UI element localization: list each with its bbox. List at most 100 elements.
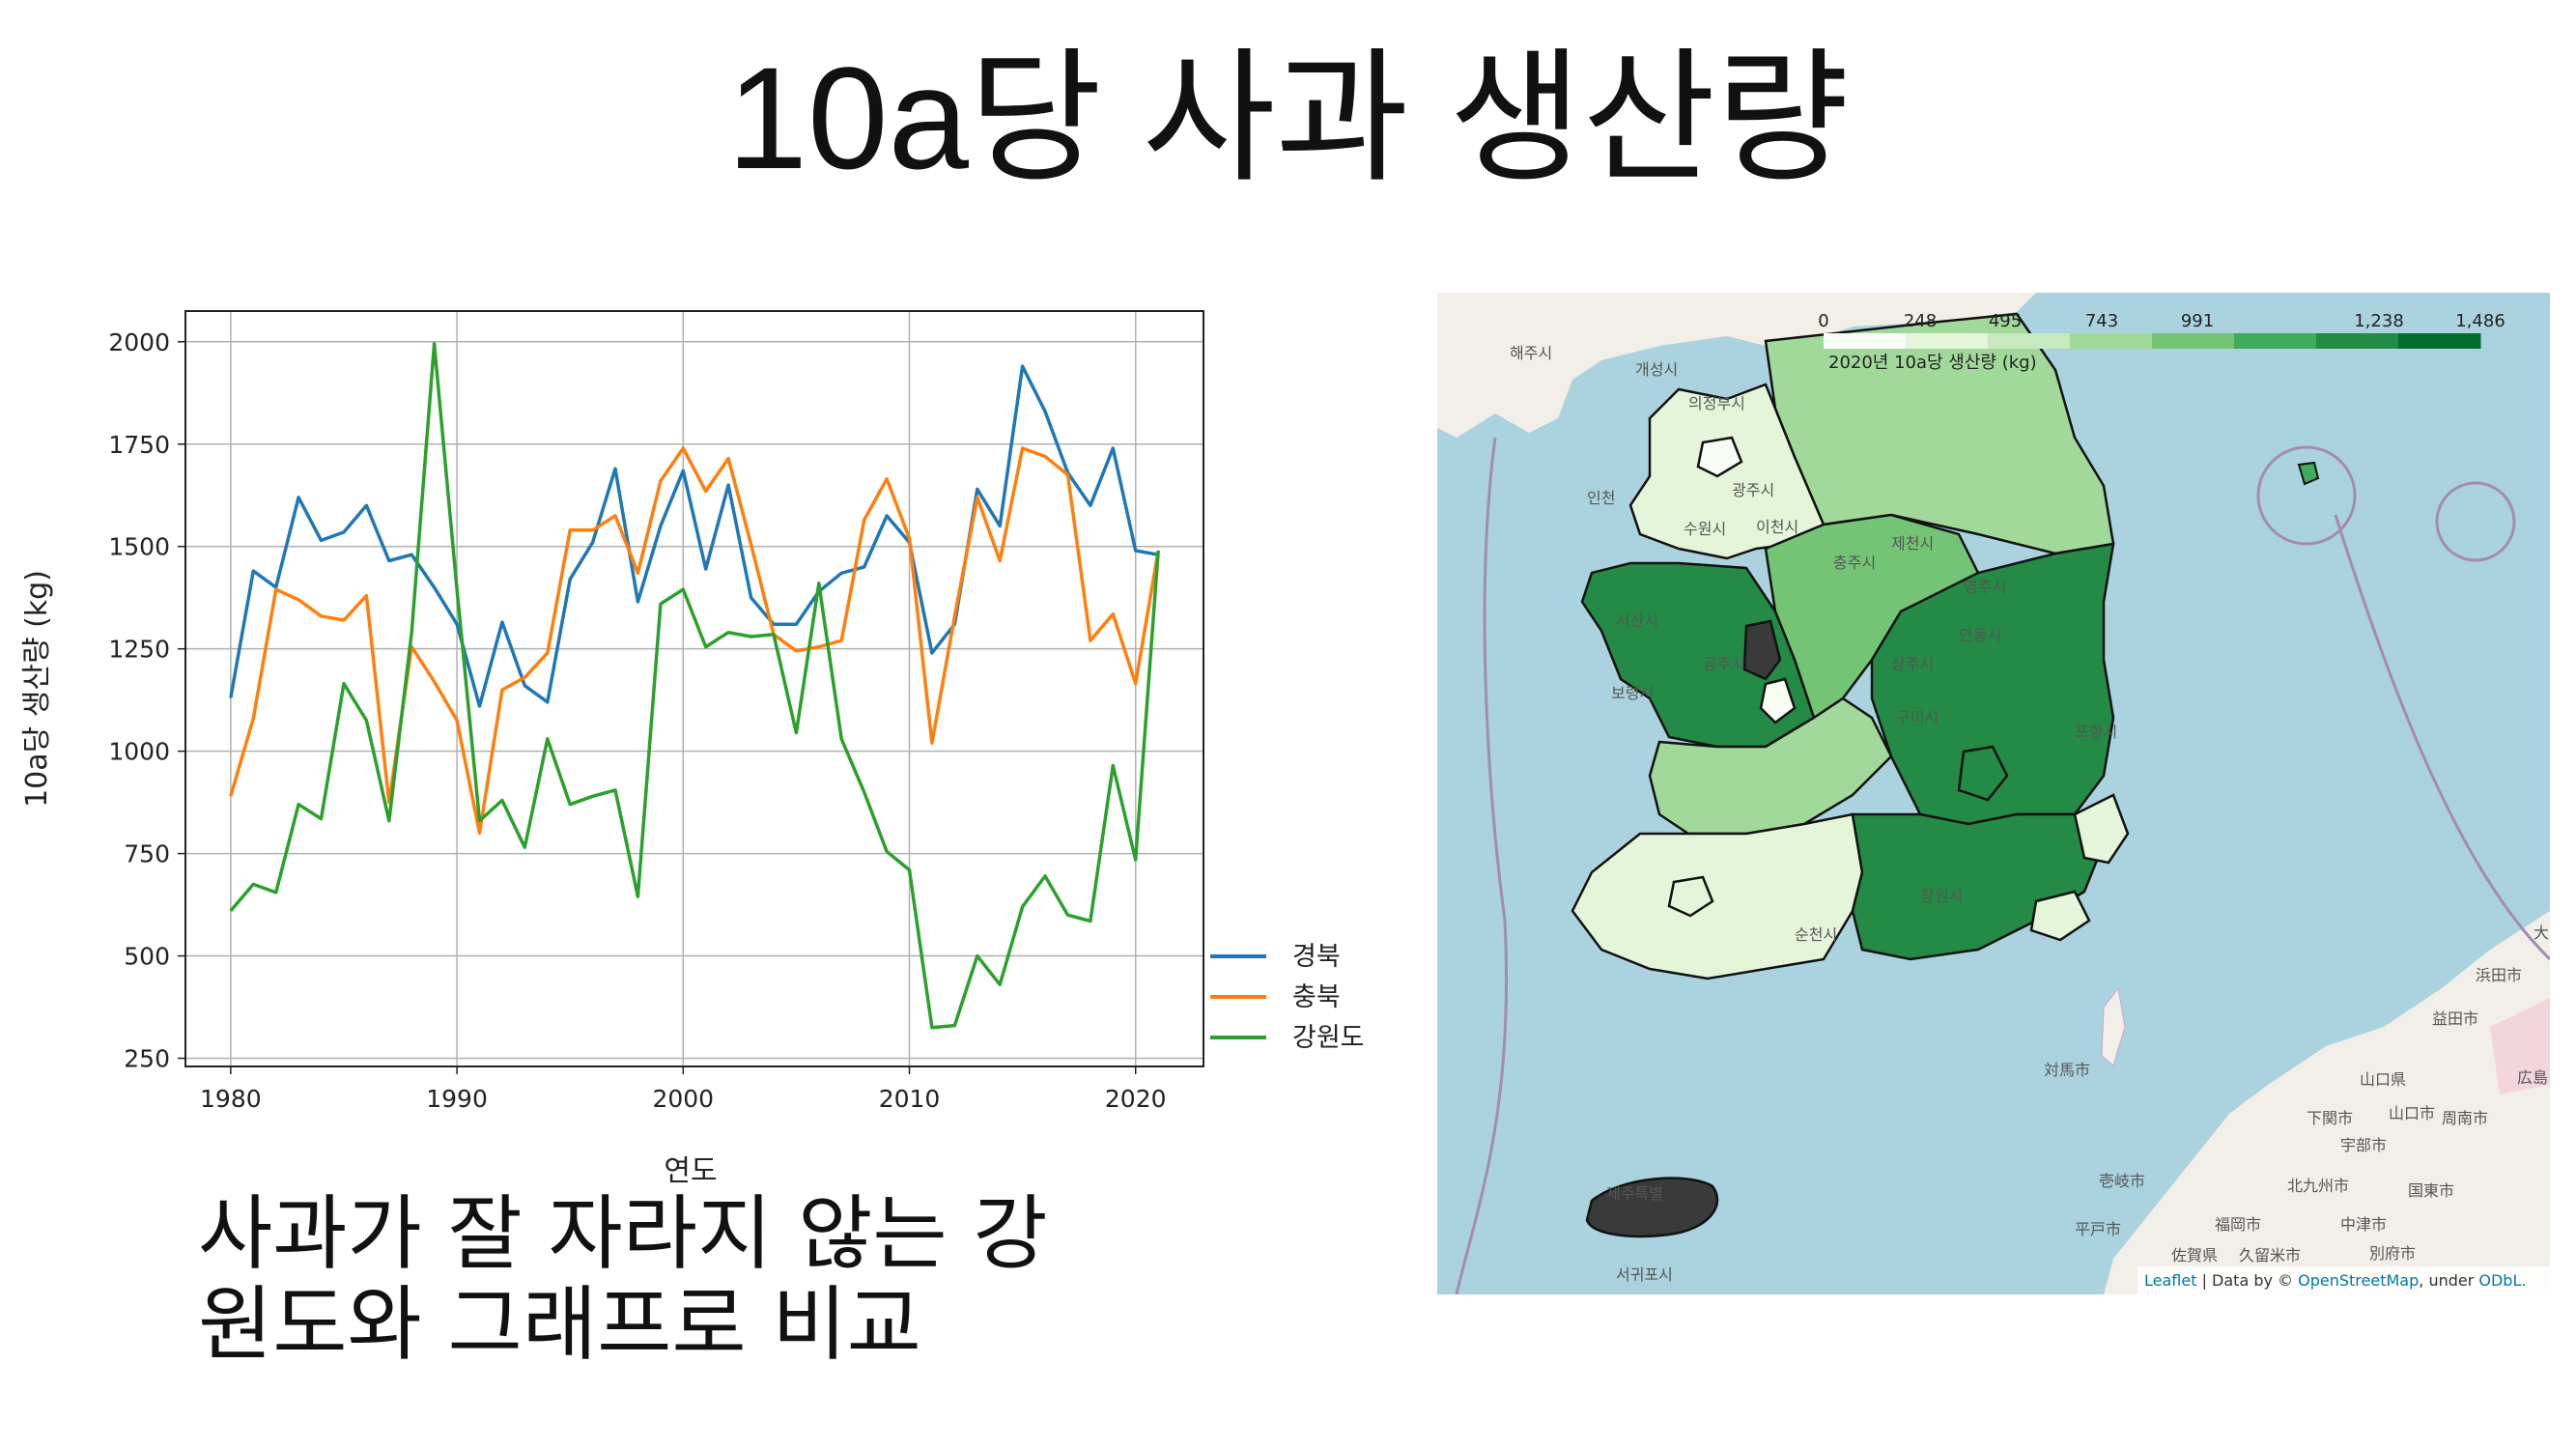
- y-tick-label: 1750: [108, 431, 170, 459]
- map-label-shunan: 周南市: [2442, 1109, 2488, 1127]
- line-chart: 250 500 750 1000 1250 1500 1750 2000 1980 1990 20…: [20, 310, 1365, 1188]
- map-label-icheon: 이천시: [1756, 518, 1798, 536]
- region-ulsan: [2073, 793, 2130, 865]
- attribution-box: [2137, 1266, 2550, 1294]
- japan-land: [2104, 911, 2550, 1294]
- region-jeju: [1585, 1177, 1719, 1238]
- map-label-hiroshima: 広島: [2517, 1068, 2548, 1087]
- attribution-leaflet-link[interactable]: Leaflet: [2144, 1271, 2196, 1290]
- colorbar-swatch: [2070, 333, 2153, 349]
- caption-line-1: 사과가 잘 자라지 않는 강: [198, 1186, 1048, 1281]
- maritime-boundary: [1455, 437, 1509, 1294]
- ulleung-boundary: [2435, 481, 2516, 562]
- map-label-uijeongbu: 의정부시: [1688, 394, 1745, 412]
- map-label-pohang: 포항시: [2075, 723, 2117, 741]
- region-sejong: [1742, 619, 1782, 681]
- x-axis-ticks: 1980 1990 2000 2010 2020: [200, 1066, 1167, 1113]
- plot-frame: [184, 310, 1204, 1067]
- map-label-gaeseong: 개성시: [1635, 360, 1678, 379]
- map-label-fukuoka: 福岡市: [2215, 1215, 2261, 1234]
- map-label-jeju-label: 제주특별: [1606, 1184, 1663, 1203]
- map-label-andong: 안동시: [1959, 626, 2001, 644]
- attribution-text: | Data by ©: [2196, 1271, 2298, 1290]
- map-label-masuda: 益田市: [2432, 1009, 2478, 1028]
- attribution-odbl-link[interactable]: ODbL.: [2478, 1271, 2526, 1290]
- map-label-haeju: 해주시: [1510, 344, 1552, 362]
- colorbar-title: 2020년 10a당 생산량 (kg): [1828, 353, 2037, 373]
- map-label-hamada: 浜田市: [2476, 966, 2522, 984]
- map-label-ube: 宇部市: [2340, 1136, 2387, 1154]
- colorbar-tick-3: 743: [2085, 311, 2118, 331]
- map-label-gwangju-g: 광주시: [1732, 481, 1774, 499]
- grid-lines: [185, 311, 1203, 1066]
- map-label-kurume: 久留米市: [2239, 1246, 2301, 1264]
- map-colorbar: 0 248 495 743 991 1,238 1,486 2020년 10a당…: [1818, 311, 2505, 373]
- tsushima-island: [2101, 986, 2126, 1066]
- colorbar-swatch: [1906, 333, 1989, 349]
- region-daejeon: [1759, 677, 1797, 724]
- x-tick-label: 2010: [879, 1085, 941, 1113]
- y-tick-label: 1250: [108, 636, 170, 664]
- y-axis-ticks: 250 500 750 1000 1250 1500 1750 2000: [108, 328, 185, 1073]
- colorbar-swatch: [2234, 333, 2317, 349]
- map-label-yeongju: 영주시: [1964, 578, 2006, 596]
- slide-title: 10a당 사과 생산량: [726, 37, 1850, 199]
- colorbar-tick-6: 1,486: [2455, 311, 2505, 331]
- x-tick-label: 1980: [200, 1085, 262, 1113]
- x-tick-label: 2000: [652, 1085, 714, 1113]
- legend-label-gyeongbuk: 경북: [1292, 942, 1341, 972]
- legend-label-chungbuk: 충북: [1292, 982, 1341, 1012]
- map-label-suncheon: 순천시: [1795, 925, 1837, 944]
- x-axis-label: 연도: [664, 1154, 717, 1188]
- y-tick-label: 250: [124, 1045, 170, 1073]
- series-line-chungbuk: [229, 446, 1160, 836]
- map-label-tsushima: 対馬市: [2044, 1061, 2090, 1079]
- region-gwangju: [1667, 875, 1714, 918]
- series-lines: [229, 342, 1160, 1030]
- map-label-hirado: 平戸市: [2075, 1220, 2121, 1238]
- legend: 경북 충북 강원도: [1210, 942, 1365, 1053]
- y-tick-label: 1500: [108, 533, 170, 561]
- map-label-gumi: 구미시: [1896, 708, 1939, 726]
- dokdo-boundary: [2256, 445, 2357, 546]
- colorbar-swatch: [2152, 333, 2235, 349]
- slide-caption: 사과가 잘 자라지 않는 강 원도와 그래프로 비교: [198, 1188, 1260, 1370]
- legend-label-gangwon: 강원도: [1292, 1023, 1365, 1053]
- region-gyeongbuk: [1870, 542, 2115, 826]
- colorbar-swatch: [2316, 333, 2399, 349]
- x-tick-label: 2020: [1105, 1085, 1167, 1113]
- map-label-iki: 壱岐市: [2099, 1172, 2145, 1190]
- china-land: [1437, 293, 1476, 399]
- y-tick-label: 500: [124, 943, 170, 971]
- colorbar-tick-2: 495: [1989, 311, 2022, 331]
- map-label-kitakyushu: 北九州市: [2287, 1177, 2349, 1195]
- north-korea-land: [1437, 293, 2036, 438]
- y-tick-label: 750: [124, 840, 170, 868]
- map-label-boryeong: 보령시: [1611, 684, 1654, 702]
- colorbar-tick-5: 1,238: [2354, 311, 2404, 331]
- map-label-shimonoseki: 下関市: [2307, 1109, 2353, 1127]
- region-jeonnam: [1571, 812, 1864, 980]
- map-label-sangju: 상주시: [1891, 655, 1934, 673]
- caption-line-2: 원도와 그래프로 비교: [198, 1277, 921, 1373]
- map-label-yamaguchi: 山口県: [2360, 1070, 2406, 1089]
- map-label-seosan: 서산시: [1616, 611, 1658, 630]
- ulleung-island: [2297, 461, 2320, 486]
- map-label-suwon: 수원시: [1684, 520, 1726, 538]
- attribution: Leaflet | Data by © OpenStreetMap, under…: [2144, 1271, 2526, 1290]
- japan-urban: [2490, 998, 2550, 1094]
- colorbar-swatch: [1988, 333, 2071, 349]
- map-label-beppu: 別府市: [2369, 1244, 2416, 1263]
- colorbar-swatch: [2398, 333, 2481, 349]
- colorbar-swatch: [1824, 333, 1907, 349]
- attribution-osm-link[interactable]: OpenStreetMap: [2298, 1271, 2419, 1290]
- attribution-under: , under: [2419, 1271, 2478, 1290]
- map-label-gongju: 공주시: [1703, 655, 1745, 673]
- series-line-gangwon: [229, 342, 1160, 1030]
- x-tick-label: 1990: [426, 1085, 488, 1113]
- map-label-nakatsu: 中津市: [2340, 1215, 2387, 1234]
- map-label-incheon: 인천: [1587, 489, 1615, 507]
- maritime-boundary-east: [2334, 514, 2550, 961]
- series-line-gyeongbuk: [229, 364, 1159, 708]
- choropleth-map[interactable]: 해주시 개성시 의정부시 인천 광주시 수원시 이천시 충주시 제천시 영주시 …: [1437, 293, 2550, 1294]
